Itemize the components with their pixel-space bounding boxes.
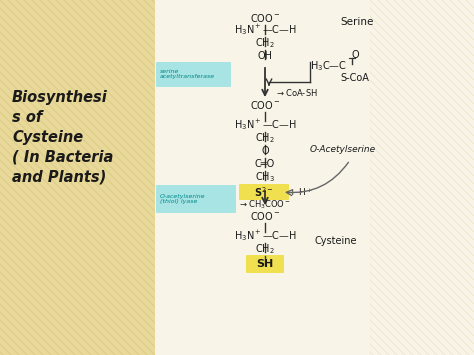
Text: S$^{2-}$: S$^{2-}$ [254, 185, 274, 199]
Text: O-acetylserine
(thiol) lyase: O-acetylserine (thiol) lyase [160, 193, 206, 204]
Text: H$_3$N$^+$—C—H: H$_3$N$^+$—C—H [234, 23, 296, 37]
Text: $\rightarrow$CH$_3$COO$^-$: $\rightarrow$CH$_3$COO$^-$ [238, 199, 291, 211]
Text: H$_3$N$^+$—C—H: H$_3$N$^+$—C—H [234, 229, 296, 244]
Bar [155, 0, 474, 355]
Text: CH$_2$: CH$_2$ [255, 242, 275, 256]
Text: O: O [261, 146, 269, 156]
Text: Cysteine: Cysteine [315, 236, 357, 246]
Text: SH: SH [256, 259, 273, 269]
FancyBboxPatch shape [246, 255, 284, 273]
Text: O: O [351, 50, 359, 60]
Text: CH$_2$: CH$_2$ [255, 36, 275, 50]
FancyBboxPatch shape [156, 185, 236, 213]
Text: OH: OH [257, 51, 273, 61]
FancyBboxPatch shape [239, 184, 289, 200]
Text: O-Acetylserine: O-Acetylserine [310, 146, 376, 154]
Text: CH$_2$: CH$_2$ [255, 131, 275, 145]
Text: S-CoA: S-CoA [340, 73, 369, 83]
Text: $\rightarrow$CoA-SH: $\rightarrow$CoA-SH [275, 87, 318, 98]
Text: COO$^-$: COO$^-$ [250, 210, 280, 222]
Text: COO$^-$: COO$^-$ [250, 12, 280, 24]
Text: H$_3$C—C: H$_3$C—C [310, 59, 347, 73]
Text: C═O: C═O [255, 159, 275, 169]
Text: + H$^+$: + H$^+$ [288, 186, 313, 198]
Text: Biosynthesi
s of
Cysteine
( In Bacteria
and Plants): Biosynthesi s of Cysteine ( In Bacteria … [12, 90, 113, 184]
FancyBboxPatch shape [156, 62, 231, 87]
Text: COO$^-$: COO$^-$ [250, 99, 280, 111]
Text: CH$_3$: CH$_3$ [255, 170, 275, 184]
Text: H$_3$N$^+$—C—H: H$_3$N$^+$—C—H [234, 118, 296, 132]
Text: Serine: Serine [340, 17, 374, 27]
Text: serine
acetyltransferase: serine acetyltransferase [160, 69, 215, 80]
